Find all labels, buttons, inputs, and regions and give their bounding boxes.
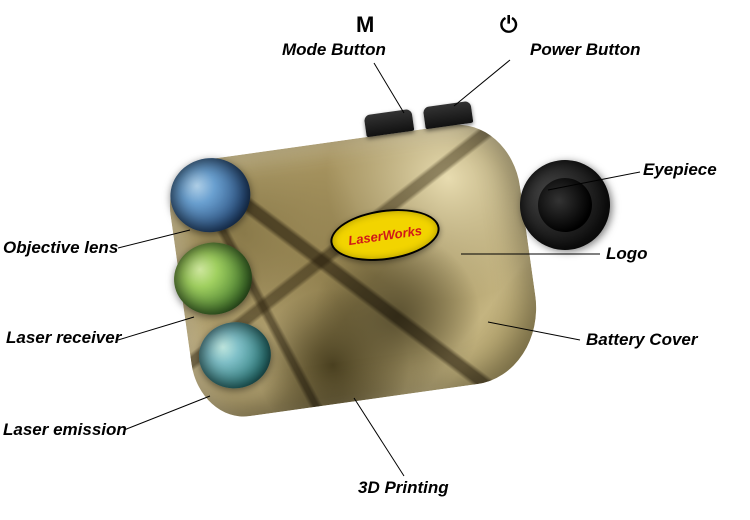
objective-lens-part [166,153,256,237]
label-logo: Logo [606,244,648,264]
label-laser-emission: Laser emission [3,420,127,440]
eyepiece-part [514,154,616,256]
power-icon: ⏻ [500,12,517,38]
label-eyepiece: Eyepiece [643,160,717,180]
laser-receiver-part [169,238,256,320]
label-laser-receiver: Laser receiver [6,328,121,348]
label-objective-lens: Objective lens [3,238,118,258]
label-3d-printing: 3D Printing [358,478,449,498]
label-mode-button: Mode Button [282,40,386,60]
label-battery-cover: Battery Cover [586,330,698,350]
logo-text: LaserWorks [347,222,423,247]
label-power-button: Power Button [530,40,641,60]
laser-emission-part [195,318,275,393]
rangefinder-device: LaserWorks [180,110,580,430]
mode-icon: M [356,12,374,38]
